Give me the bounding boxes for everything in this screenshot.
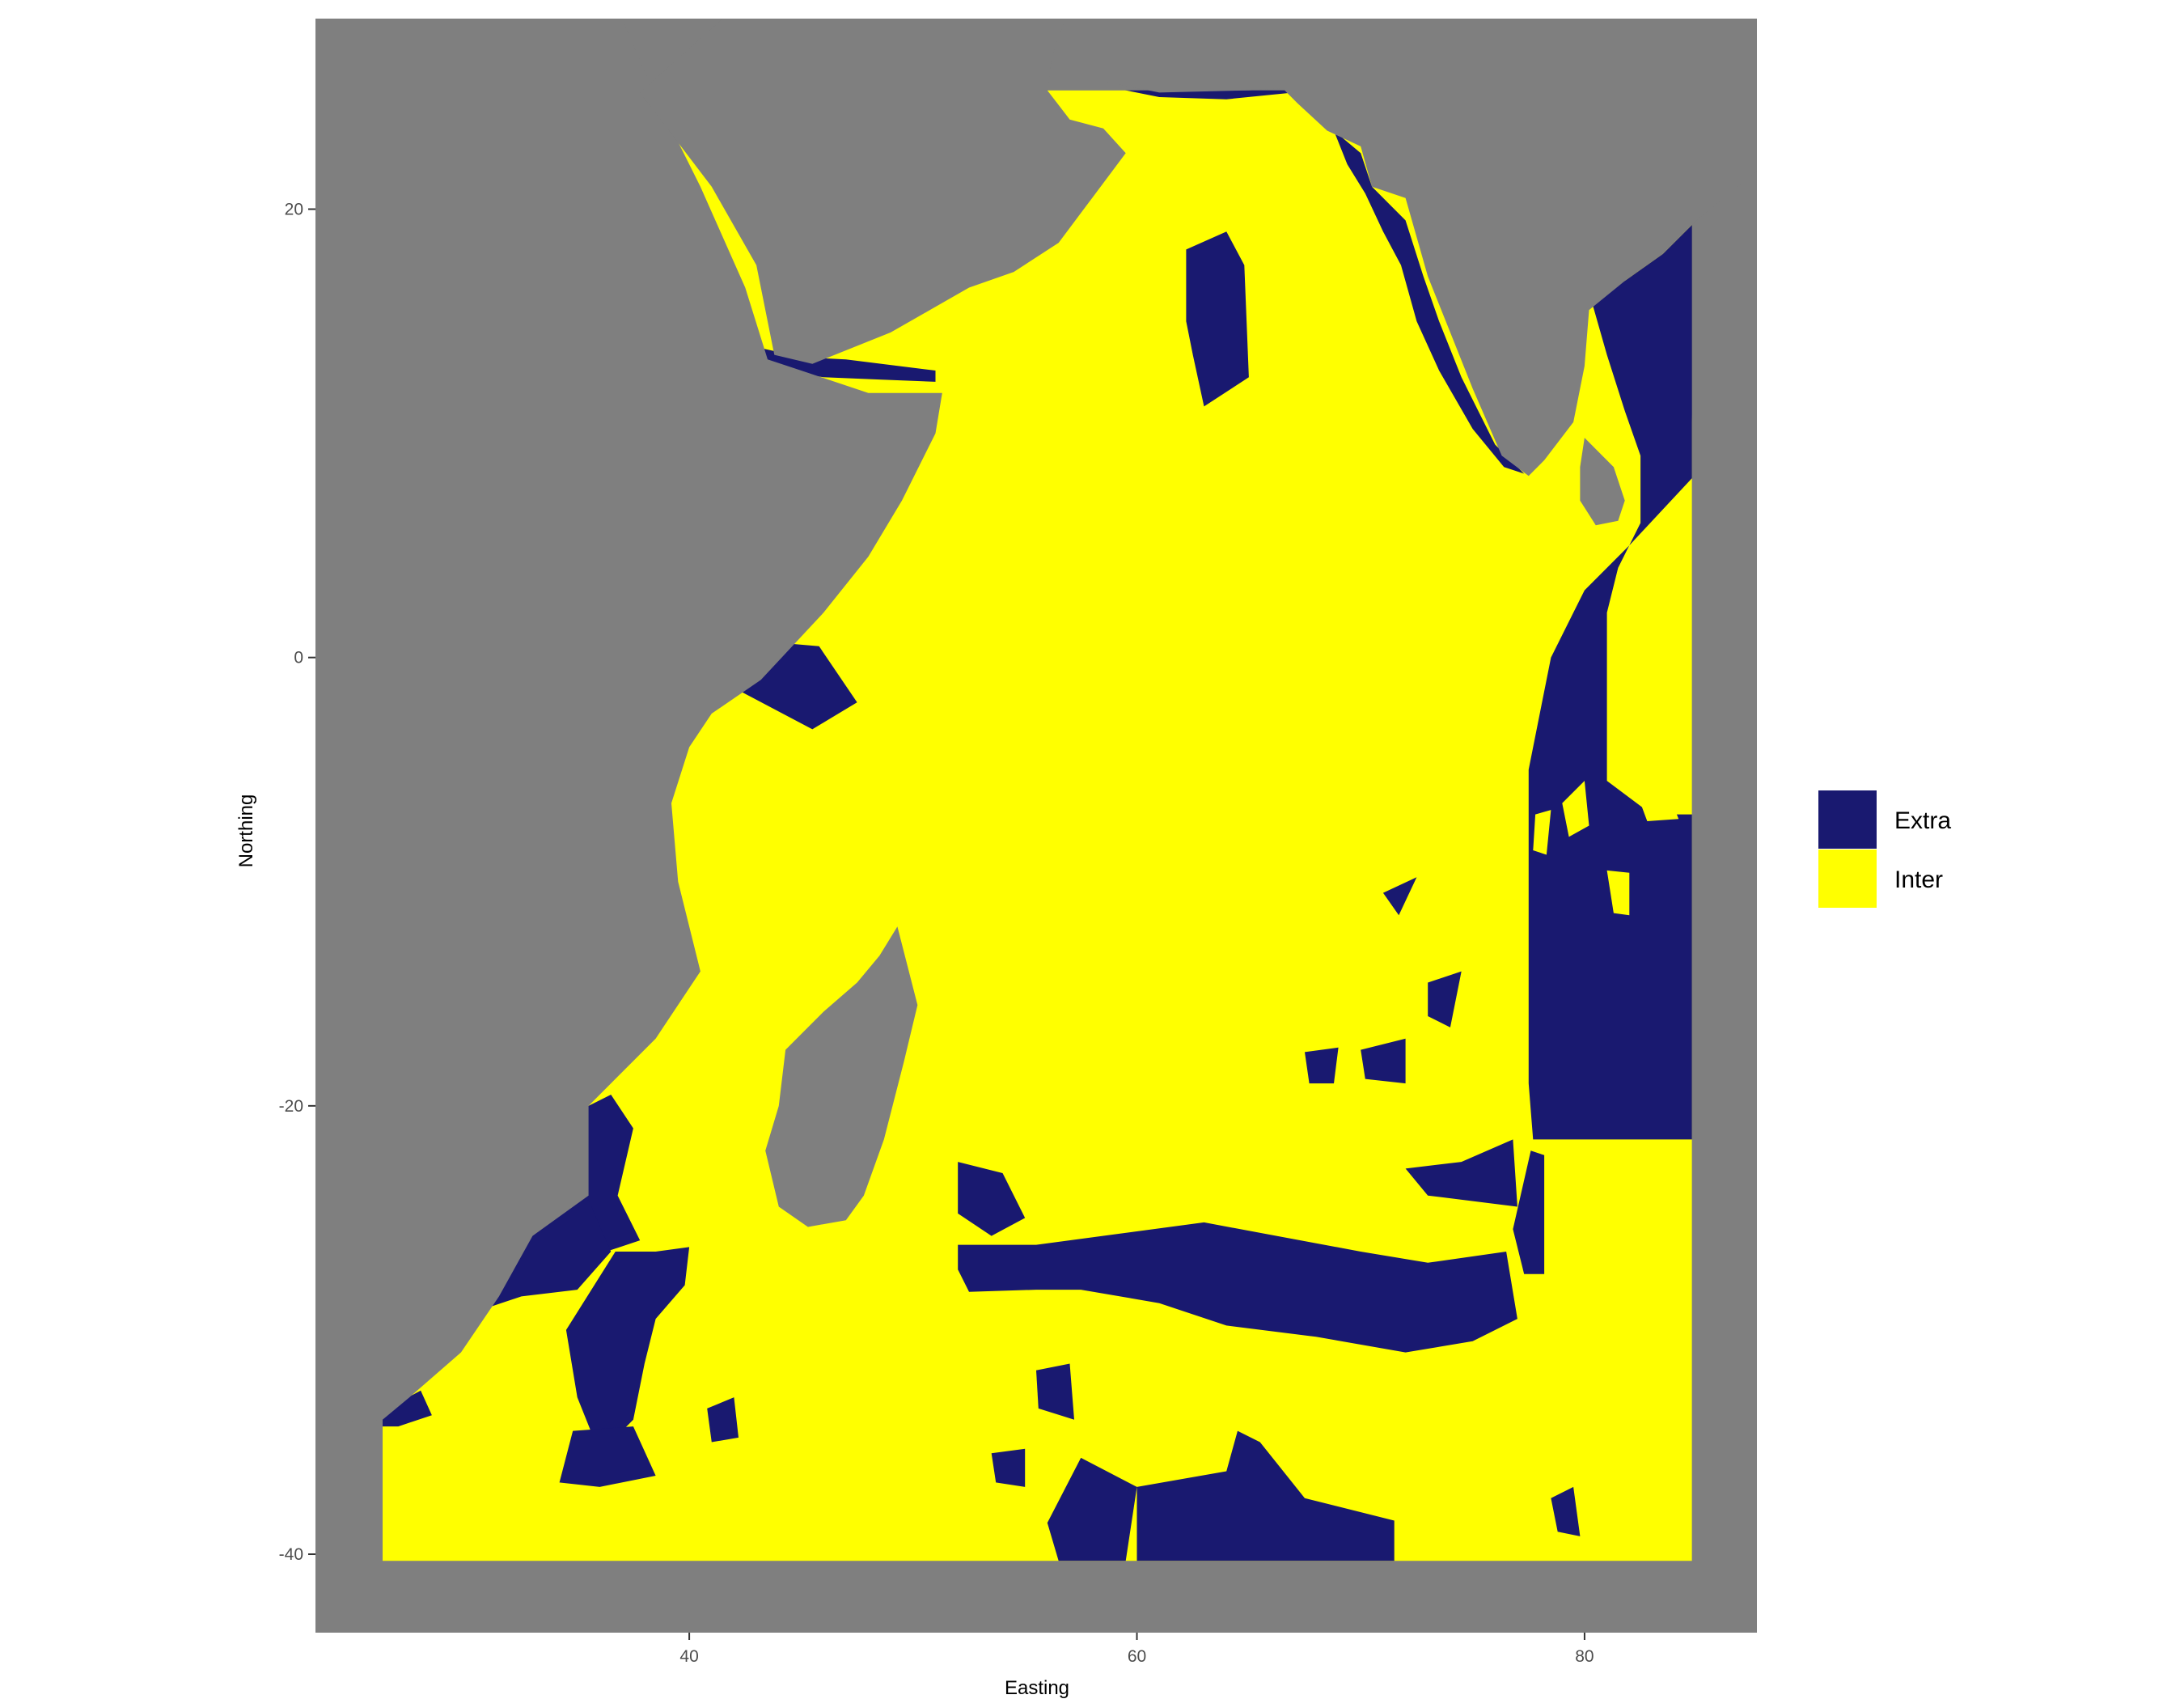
legend: Extra Inter: [1818, 790, 1951, 908]
land-arabia: [640, 19, 1126, 364]
extra-region: [958, 1244, 1036, 1292]
extra-regions: [383, 90, 1692, 1561]
extra-region: [1334, 130, 1525, 474]
y-tick-label: -40: [279, 1545, 303, 1564]
extra-region: [1428, 971, 1462, 1027]
extra-region: [1528, 224, 1692, 1140]
x-axis: 40 60 80: [679, 1633, 1594, 1666]
inter-region: [1562, 781, 1589, 837]
extra-region: [383, 1390, 432, 1427]
y-axis: 20 0 -20 -40: [279, 201, 315, 1564]
extra-region: [1305, 1047, 1339, 1084]
inter-region: [1606, 870, 1630, 916]
extra-region: [1047, 1457, 1137, 1561]
legend-label-extra: Extra: [1894, 807, 1951, 834]
legend-label-inter: Inter: [1894, 866, 1943, 893]
y-axis-title: Northing: [235, 794, 257, 868]
land-mask: [315, 19, 1757, 1425]
x-tick-label: 40: [679, 1647, 698, 1666]
inter-region: [1640, 796, 1679, 821]
extra-region: [1136, 1430, 1395, 1561]
land-srilanka: [1580, 438, 1625, 526]
extra-region: [1036, 1363, 1074, 1420]
extra-region: [958, 1162, 1026, 1236]
legend-key-inter: [1818, 850, 1877, 908]
extra-region: [565, 1247, 690, 1454]
y-tick-label: 20: [285, 201, 303, 219]
extra-region: [707, 1397, 739, 1443]
land-persia: [1103, 19, 1757, 477]
extra-region: [1513, 1150, 1545, 1274]
extra-region: [991, 1448, 1026, 1487]
extra-region: [1125, 90, 1294, 100]
extra-region: [1551, 1486, 1581, 1536]
inter-regions: [1533, 781, 1679, 916]
y-tick-label: 0: [294, 649, 303, 667]
land-madagascar: [765, 926, 918, 1227]
extra-region: [1036, 1222, 1517, 1353]
extra-region: [1361, 1038, 1406, 1084]
extra-region: [559, 1426, 656, 1487]
extra-region: [1382, 877, 1417, 916]
extra-region: [1405, 1139, 1517, 1207]
inter-region: [1533, 810, 1551, 855]
y-tick-label: -20: [279, 1097, 303, 1116]
x-axis-title: Easting: [1005, 1677, 1069, 1699]
extra-region: [1186, 231, 1249, 407]
land-africa: [315, 19, 942, 1425]
legend-key-extra: [1818, 790, 1877, 849]
x-tick-label: 60: [1128, 1647, 1146, 1666]
x-tick-label: 80: [1575, 1647, 1594, 1666]
